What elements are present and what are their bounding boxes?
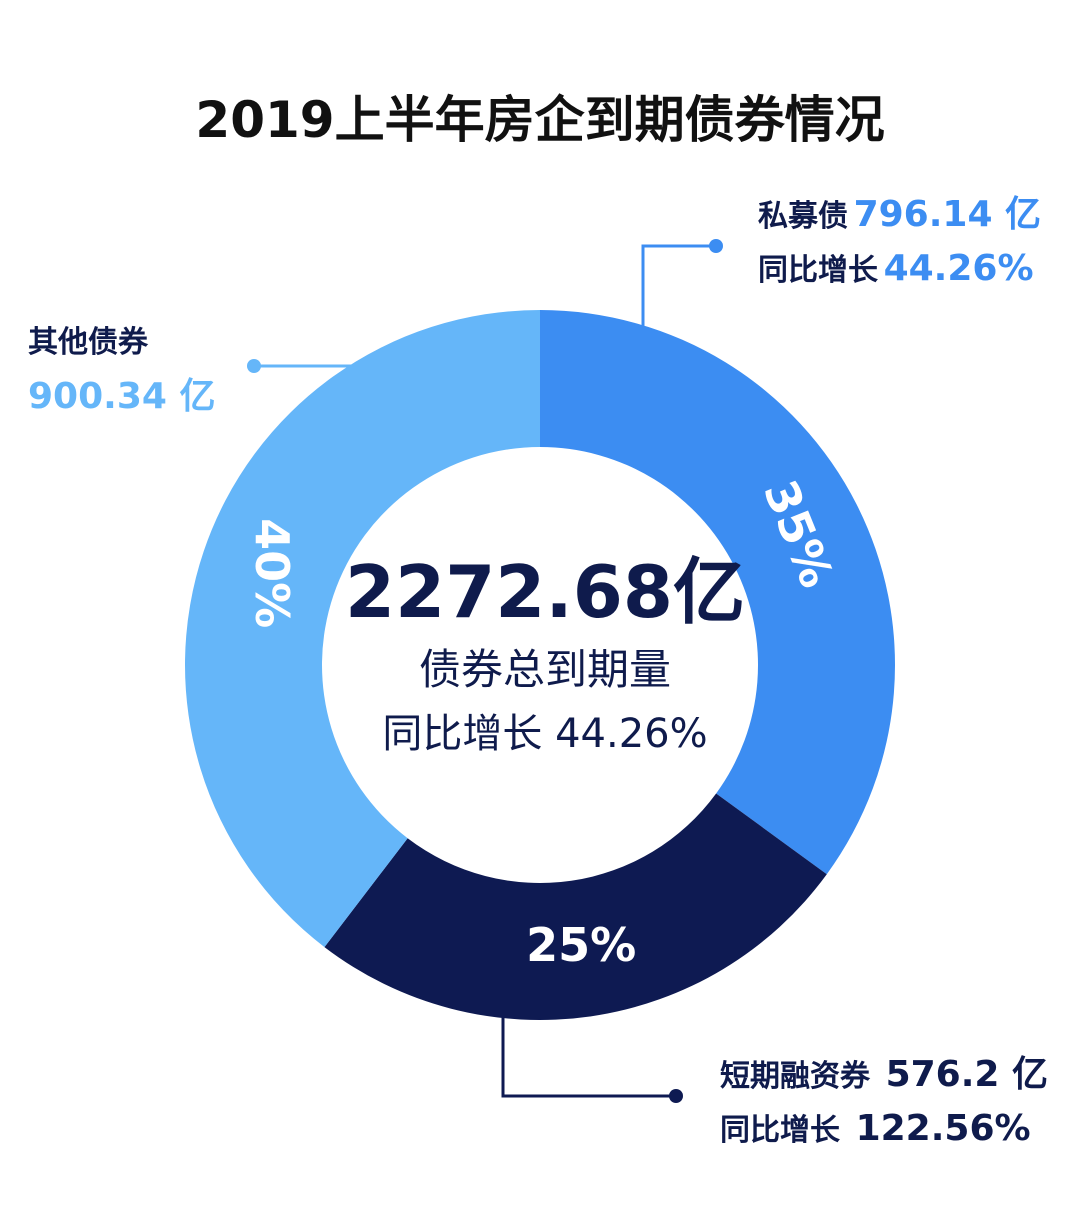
- series-name-short: 短期融资券: [720, 1059, 870, 1094]
- leader-other-bonds-dot: [247, 359, 261, 373]
- series-value-other: 900.34 亿: [28, 376, 216, 417]
- leader-short-term: [501, 1010, 683, 1103]
- callout-short-term: 短期融资券 576.2 亿 同比增长 122.56%: [720, 1048, 1048, 1156]
- series-value-private: 796.14 亿: [853, 194, 1042, 235]
- donut-center: 2272.68亿 债券总到期量 同比增长 44.26%: [330, 548, 760, 762]
- donut-slices: [185, 310, 895, 1021]
- yoy-value-short: 122.56%: [855, 1108, 1031, 1149]
- series-value-short: 576.2 亿: [885, 1054, 1048, 1095]
- series-name-other: 其他债券: [28, 325, 148, 360]
- slice-other-bonds: [185, 310, 541, 948]
- leader-lines: [247, 239, 723, 1103]
- yoy-value-private: 44.26%: [883, 248, 1034, 289]
- series-name-private: 私募债: [758, 199, 848, 234]
- leader-short-term-dot: [669, 1089, 683, 1103]
- callout-other-bonds: 其他债券 900.34 亿: [28, 316, 215, 424]
- total-amount: 2272.68亿: [345, 550, 745, 634]
- leader-private-placement-line: [641, 244, 716, 326]
- leader-short-term-line: [501, 1010, 676, 1098]
- yoy-label-short: 同比增长: [720, 1113, 840, 1148]
- leader-private-placement-dot: [709, 239, 723, 253]
- percent-label-other-bonds: 40%: [245, 518, 299, 628]
- leader-private-placement: [641, 239, 723, 326]
- percent-label-short-term: 25%: [526, 918, 636, 972]
- total-subtitle: 债券总到期量: [418, 645, 671, 694]
- leader-other-bonds: [247, 359, 420, 373]
- chart-title: 2019上半年房企到期债券情况: [195, 91, 885, 149]
- slice-private-placement: [540, 310, 895, 875]
- yoy-label-private: 同比增长: [758, 253, 878, 288]
- total-yoy: 同比增长 44.26%: [382, 711, 708, 757]
- slice-short-term: [324, 793, 827, 1021]
- callout-private-placement: 私募债 796.14 亿 同比增长 44.26%: [758, 188, 1041, 296]
